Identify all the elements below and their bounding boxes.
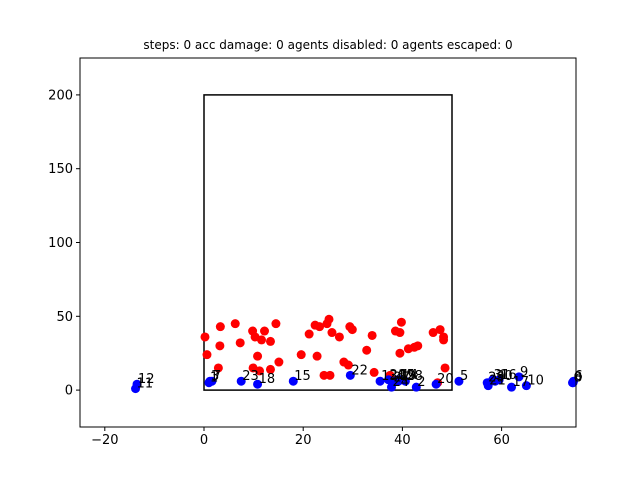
agent-label: 25 <box>398 368 415 383</box>
agent-label: 13 <box>381 369 398 384</box>
blue-agent-point <box>387 378 397 388</box>
red-agent-point <box>312 351 322 361</box>
agent-label: 30 <box>496 369 513 384</box>
blue-agent-point <box>132 379 142 389</box>
x-tick-label: 40 <box>394 433 411 448</box>
agent-label: 1 <box>210 371 218 386</box>
blue-agent-point <box>288 376 298 386</box>
blue-agent-point <box>507 382 517 392</box>
agent-label: 15 <box>294 369 311 384</box>
red-agent-point <box>304 329 314 339</box>
red-agent-point <box>325 370 335 380</box>
agent-label: 2 <box>417 375 425 390</box>
red-agent-point <box>395 328 405 338</box>
agent-label: 4 <box>396 369 404 384</box>
agent-label: 10 <box>527 374 544 389</box>
red-agent-point <box>362 345 372 355</box>
red-agent-point <box>413 341 423 351</box>
room-boundary <box>203 94 453 391</box>
red-agent-point <box>202 350 212 360</box>
agent-label: 31 <box>494 368 511 383</box>
red-agent-point <box>215 341 225 351</box>
red-agent-point <box>324 314 334 324</box>
blue-agent-point <box>488 375 498 385</box>
blue-agent-point <box>411 382 421 392</box>
agent-label: 21 <box>489 374 506 389</box>
red-agent-point <box>369 367 379 377</box>
x-tick-label: −20 <box>91 433 118 448</box>
agent-label: 27 <box>393 371 410 386</box>
agent-label: 7 <box>213 369 221 384</box>
agent-label: 19 <box>399 369 416 384</box>
agent-label: 17 <box>513 375 530 390</box>
x-tick-label: 0 <box>200 433 208 448</box>
agent-label: 6 <box>575 369 583 384</box>
blue-agent-point <box>568 378 578 388</box>
agent-label: 12 <box>138 372 155 387</box>
red-agent-point <box>367 330 377 340</box>
red-agent-point <box>265 336 275 346</box>
red-agent-point <box>327 328 337 338</box>
red-agent-point <box>440 363 450 373</box>
blue-agent-point <box>207 376 217 386</box>
y-tick-label: 200 <box>48 88 73 103</box>
agent-label: 29 <box>488 371 505 386</box>
agent-label: 28 <box>406 369 423 384</box>
blue-agent-point <box>431 379 441 389</box>
agent-label: 14 <box>401 368 418 383</box>
red-agent-point <box>271 319 281 329</box>
blue-agent-point <box>521 381 531 391</box>
red-agent-point <box>253 351 263 361</box>
x-tick-label: 60 <box>493 433 510 448</box>
y-tick-label: 100 <box>48 236 73 251</box>
red-agent-point <box>213 363 223 373</box>
agent-label: 22 <box>351 363 368 378</box>
y-tick-label: 0 <box>65 384 73 399</box>
red-agent-point <box>428 328 438 338</box>
red-agent-point <box>396 317 406 327</box>
red-agent-point <box>235 338 245 348</box>
y-tick-label: 50 <box>56 310 73 325</box>
agent-label: 24 <box>392 375 409 390</box>
red-agent-point <box>439 335 449 345</box>
agent-label: 3 <box>211 369 219 384</box>
blue-agent-point <box>454 376 464 386</box>
blue-agent-point <box>375 376 385 386</box>
red-agent-point <box>435 325 445 335</box>
red-agent-point <box>200 332 210 342</box>
x-tick-label: 20 <box>295 433 312 448</box>
blue-agent-point <box>400 376 410 386</box>
agent-label: 26 <box>390 368 407 383</box>
agent-label: 0 <box>574 371 582 386</box>
blue-agent-point <box>253 379 263 389</box>
red-agent-point <box>343 360 353 370</box>
chart-title: steps: 0 acc damage: 0 agents disabled: … <box>143 38 512 52</box>
agent-label: 8 <box>574 371 582 386</box>
agent-label: 20 <box>437 372 454 387</box>
agent-label: 5 <box>460 369 468 384</box>
red-agent-point <box>260 326 270 336</box>
red-agent-point <box>265 364 275 374</box>
red-agent-point <box>274 357 284 367</box>
red-agent-point <box>296 350 306 360</box>
agent-label: 11 <box>137 377 154 392</box>
agent-label: 9 <box>520 365 528 380</box>
blue-agent-point <box>514 372 524 382</box>
red-agent-point <box>255 366 265 376</box>
blue-agent-point <box>345 370 355 380</box>
red-agent-point <box>347 325 357 335</box>
blue-agent-point <box>236 376 246 386</box>
red-agent-point <box>395 348 405 358</box>
red-agent-point <box>230 319 240 329</box>
agent-label: 18 <box>259 372 276 387</box>
red-agent-point <box>315 322 325 332</box>
red-agent-point <box>215 322 225 332</box>
red-agent-point <box>257 335 267 345</box>
y-tick-label: 150 <box>48 162 73 177</box>
agent-label: 23 <box>242 369 259 384</box>
red-agent-point <box>334 332 344 342</box>
agent-label: 16 <box>500 368 517 383</box>
